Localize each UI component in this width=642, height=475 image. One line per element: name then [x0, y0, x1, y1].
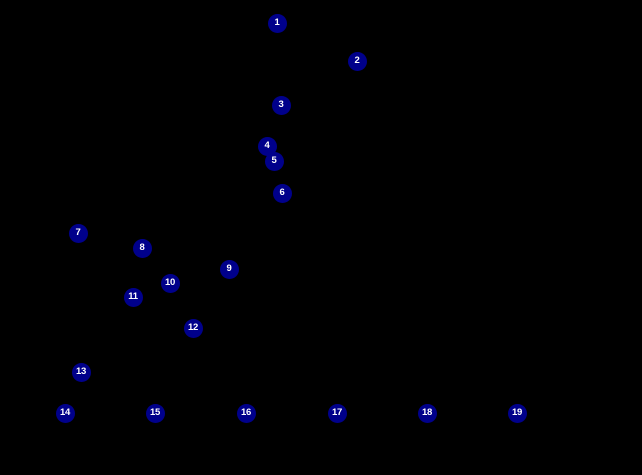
graph-node-label: 16 — [241, 407, 251, 419]
graph-node[interactable]: 17 — [327, 403, 347, 423]
graph-node[interactable]: 10 — [160, 273, 180, 293]
graph-node[interactable]: 14 — [55, 403, 75, 423]
graph-node-label: 2 — [354, 55, 360, 67]
graph-node[interactable]: 12 — [183, 318, 203, 338]
graph-node-label: 8 — [139, 242, 145, 254]
graph-node[interactable]: 9 — [219, 259, 239, 279]
graph-node-label: 4 — [264, 140, 270, 152]
graph-node[interactable]: 15 — [145, 403, 165, 423]
graph-node[interactable]: 8 — [132, 238, 152, 258]
graph-node-label: 17 — [332, 407, 342, 419]
graph-node-label: 13 — [76, 366, 86, 378]
graph-node[interactable]: 18 — [417, 403, 437, 423]
graph-node[interactable]: 4 — [257, 136, 277, 156]
graph-node-label: 1 — [274, 17, 280, 29]
graph-node[interactable]: 1 — [267, 13, 287, 33]
graph-node-label: 5 — [271, 155, 277, 167]
graph-node-label: 15 — [150, 407, 160, 419]
graph-node[interactable]: 19 — [507, 403, 527, 423]
graph-node[interactable]: 16 — [236, 403, 256, 423]
graph-node-label: 18 — [422, 407, 432, 419]
graph-node-label: 7 — [75, 227, 81, 239]
graph-node[interactable]: 3 — [271, 95, 291, 115]
graph-node-label: 6 — [279, 187, 285, 199]
graph-node-label: 3 — [278, 99, 284, 111]
graph-node[interactable]: 11 — [123, 287, 143, 307]
graph-node[interactable]: 7 — [68, 223, 88, 243]
graph-node[interactable]: 13 — [71, 362, 91, 382]
graph-node-label: 9 — [226, 263, 232, 275]
graph-node-label: 19 — [512, 407, 522, 419]
graph-node[interactable]: 5 — [264, 151, 284, 171]
graph-node-label: 14 — [60, 407, 70, 419]
graph-node-label: 10 — [165, 277, 175, 289]
graph-node[interactable]: 6 — [272, 183, 292, 203]
graph-node-label: 11 — [128, 291, 138, 303]
graph-node-label: 12 — [188, 322, 198, 334]
graph-node[interactable]: 2 — [347, 51, 367, 71]
